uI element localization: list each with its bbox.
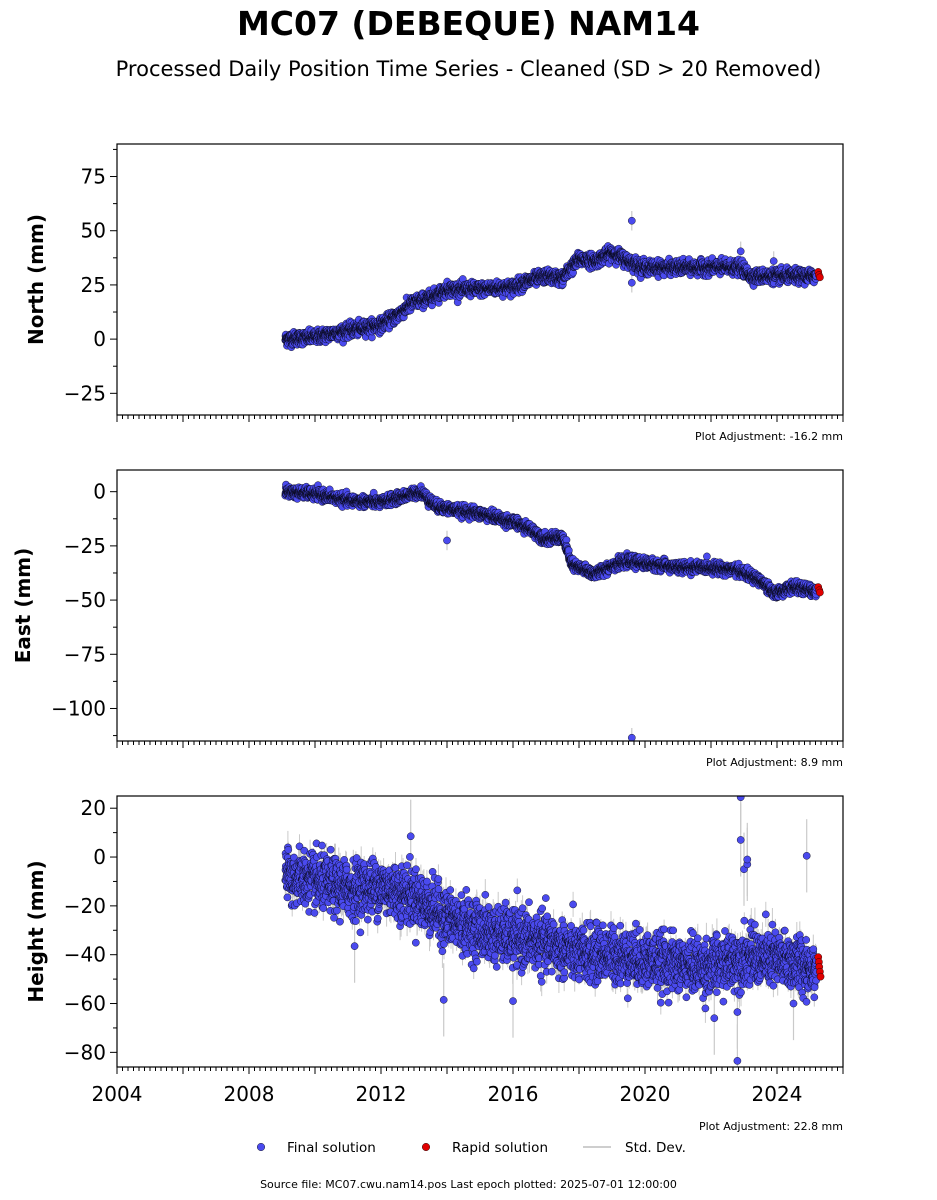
north-y-tick-label: −25 [64, 381, 106, 405]
north-y-axis-label: North (mm) [24, 214, 48, 345]
north-y-tick-label: 50 [81, 219, 106, 243]
panel-north: −25 0 25 50 75 North (mm) Plot Adjustment: -16… [24, 143, 844, 443]
final-point-outlier [769, 257, 778, 265]
final-point-outlier [736, 247, 745, 256]
north-frame [116, 143, 844, 416]
page-subtitle: Processed Daily Position Time Series - C… [115, 57, 822, 81]
north-y-tick-label: 0 [93, 327, 106, 351]
north-plot-area [281, 210, 824, 352]
north-y-tick-label: 25 [81, 273, 106, 297]
final-point-outlier [628, 278, 636, 287]
page-title: MC07 (DEBEQUE) NAM14 [236, 4, 701, 43]
north-rapid-points [814, 268, 824, 282]
rapid-point [816, 273, 824, 282]
north-plot-adjustment: Plot Adjustment: -16.2 mm [695, 430, 843, 443]
final-point-outlier [628, 216, 636, 225]
north-y-tick-label: 75 [81, 165, 106, 189]
north-final-points [281, 216, 821, 352]
